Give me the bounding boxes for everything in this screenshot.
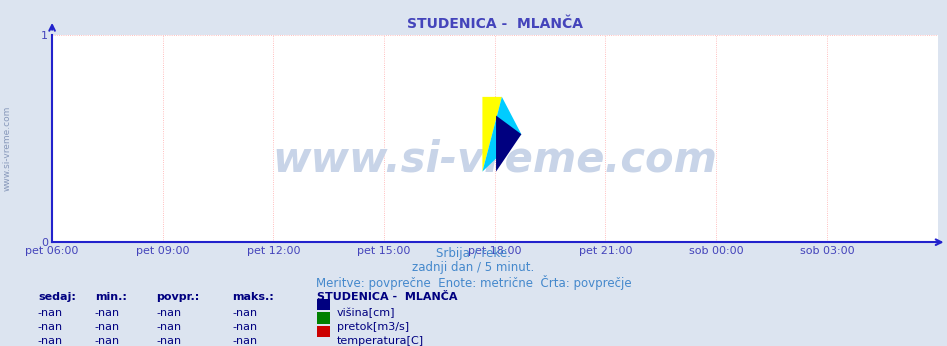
Text: -nan: -nan [95, 322, 120, 332]
Text: -nan: -nan [232, 308, 258, 318]
Text: povpr.:: povpr.: [156, 292, 200, 302]
Polygon shape [482, 97, 502, 172]
Polygon shape [482, 97, 522, 172]
Text: pretok[m3/s]: pretok[m3/s] [337, 322, 409, 332]
Text: maks.:: maks.: [232, 292, 274, 302]
Text: -nan: -nan [38, 336, 63, 346]
Title: STUDENICA -  MLANČA: STUDENICA - MLANČA [407, 17, 582, 31]
Text: sedaj:: sedaj: [38, 292, 76, 302]
Text: Meritve: povprečne  Enote: metrične  Črta: povprečje: Meritve: povprečne Enote: metrične Črta:… [315, 275, 632, 290]
Text: -nan: -nan [232, 322, 258, 332]
Text: zadnji dan / 5 minut.: zadnji dan / 5 minut. [412, 261, 535, 274]
Text: min.:: min.: [95, 292, 127, 302]
Text: Srbija / reke.: Srbija / reke. [436, 247, 511, 261]
Text: STUDENICA -  MLANČA: STUDENICA - MLANČA [317, 292, 457, 302]
Text: temperatura[C]: temperatura[C] [337, 336, 424, 346]
Text: -nan: -nan [38, 322, 63, 332]
Text: -nan: -nan [156, 322, 182, 332]
Text: -nan: -nan [156, 336, 182, 346]
Text: www.si-vreme.com: www.si-vreme.com [273, 138, 717, 180]
Text: višina[cm]: višina[cm] [337, 308, 396, 318]
Text: -nan: -nan [156, 308, 182, 318]
Text: -nan: -nan [232, 336, 258, 346]
Text: www.si-vreme.com: www.si-vreme.com [3, 106, 12, 191]
Polygon shape [496, 116, 522, 172]
Text: -nan: -nan [38, 308, 63, 318]
Text: -nan: -nan [95, 336, 120, 346]
Text: -nan: -nan [95, 308, 120, 318]
